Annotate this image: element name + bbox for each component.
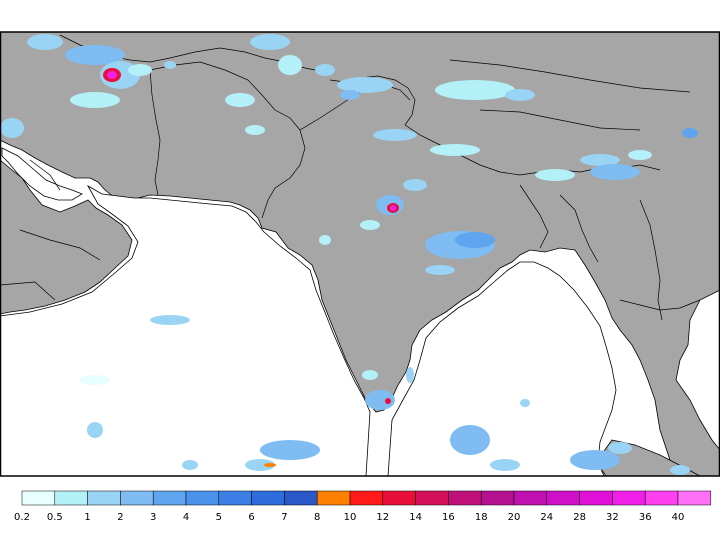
legend-label: 32 [606, 512, 619, 523]
color-legend: 0.2 0.5 1 2 3 4 5 6 7 8 10 12 14 16 18 20 24 28 32 36 40 [14, 490, 712, 523]
legend-label: 6 [248, 512, 254, 523]
water-bodies [0, 147, 617, 477]
legend-swatch [579, 490, 613, 506]
legend-swatch [87, 490, 121, 506]
legend-label: 0.2 [14, 512, 30, 523]
legend-swatch [284, 490, 318, 506]
legend-label: 5 [216, 512, 222, 523]
legend-swatch [152, 490, 187, 506]
legend-label: 40 [672, 512, 685, 523]
legend-label: 7 [281, 512, 287, 523]
legend-swatch [251, 490, 285, 506]
legend-swatch [185, 490, 220, 506]
gulf-of-oman [0, 184, 371, 477]
legend-swatch [349, 490, 384, 506]
legend-swatch [677, 490, 712, 506]
legend-swatch [218, 490, 252, 506]
legend-label: 0.5 [47, 512, 63, 523]
legend-swatch [644, 490, 679, 506]
legend-label: 20 [508, 512, 521, 523]
legend-label: 18 [475, 512, 488, 523]
legend-label: 28 [573, 512, 586, 523]
legend-label: 2 [117, 512, 123, 523]
legend-swatch [54, 490, 88, 506]
legend-label: 10 [344, 512, 357, 523]
legend-swatch [513, 490, 548, 506]
legend-label: 3 [150, 512, 156, 523]
legend-swatch [120, 490, 154, 506]
legend-label: 12 [376, 512, 389, 523]
legend-swatch [21, 490, 56, 506]
legend-swatch [382, 490, 416, 506]
legend-label: 1 [84, 512, 90, 523]
legend-label: 14 [409, 512, 422, 523]
persian-gulf [1, 147, 83, 201]
legend-swatch [316, 490, 351, 506]
legend-swatch [448, 490, 482, 506]
legend-label: 16 [442, 512, 455, 523]
legend-swatch [415, 490, 449, 506]
legend-label: 4 [183, 512, 189, 523]
legend-label: 8 [314, 512, 320, 523]
legend-label: 24 [540, 512, 553, 523]
arabian-peninsula [0, 159, 133, 315]
legend-label: 36 [639, 512, 652, 523]
legend-swatch [546, 490, 580, 506]
bay-of-bengal [387, 261, 617, 477]
legend-swatch [480, 490, 515, 506]
precipitation [0, 34, 698, 475]
legend-swatch [612, 490, 646, 506]
